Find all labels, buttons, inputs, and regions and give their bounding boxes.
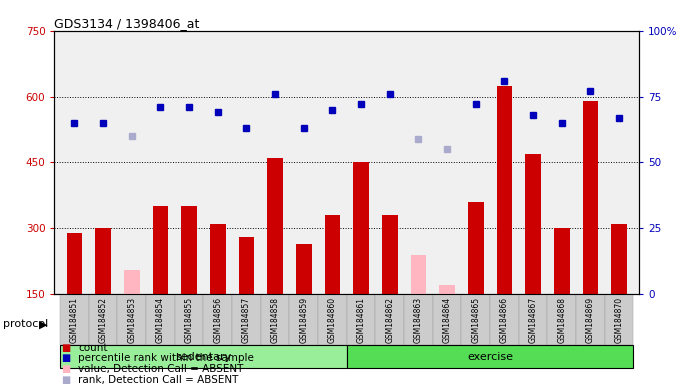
Bar bbox=[432, 294, 462, 345]
Text: GSM184852: GSM184852 bbox=[99, 296, 107, 343]
Text: percentile rank within the sample: percentile rank within the sample bbox=[78, 353, 254, 363]
Bar bbox=[89, 294, 118, 345]
Text: GSM184865: GSM184865 bbox=[471, 296, 480, 343]
Bar bbox=[583, 101, 598, 294]
Bar bbox=[576, 294, 605, 345]
Text: rank, Detection Call = ABSENT: rank, Detection Call = ABSENT bbox=[78, 375, 239, 384]
Bar bbox=[60, 345, 347, 368]
Text: GSM184867: GSM184867 bbox=[528, 296, 538, 343]
Bar bbox=[296, 243, 311, 294]
Text: GSM184861: GSM184861 bbox=[356, 296, 366, 343]
Bar bbox=[60, 294, 89, 345]
Bar bbox=[239, 237, 254, 294]
Text: count: count bbox=[78, 343, 107, 353]
Text: value, Detection Call = ABSENT: value, Detection Call = ABSENT bbox=[78, 364, 243, 374]
Text: GSM184857: GSM184857 bbox=[242, 296, 251, 343]
Text: ■: ■ bbox=[61, 375, 71, 384]
Bar bbox=[611, 224, 627, 294]
Bar bbox=[203, 294, 232, 345]
Bar bbox=[525, 154, 541, 294]
Bar bbox=[547, 294, 576, 345]
Bar bbox=[439, 285, 455, 294]
Bar bbox=[261, 294, 290, 345]
Bar bbox=[175, 294, 203, 345]
Text: ■: ■ bbox=[61, 343, 71, 353]
Text: sedentary: sedentary bbox=[175, 352, 232, 362]
Bar bbox=[375, 294, 404, 345]
Bar bbox=[347, 294, 375, 345]
Text: GDS3134 / 1398406_at: GDS3134 / 1398406_at bbox=[54, 17, 200, 30]
Bar bbox=[324, 215, 341, 294]
Text: GSM184864: GSM184864 bbox=[443, 296, 452, 343]
Text: exercise: exercise bbox=[467, 352, 513, 362]
Bar bbox=[182, 206, 197, 294]
Bar bbox=[490, 294, 519, 345]
Bar bbox=[124, 270, 139, 294]
Text: GSM184856: GSM184856 bbox=[214, 296, 222, 343]
Bar bbox=[290, 294, 318, 345]
Text: GSM184869: GSM184869 bbox=[586, 296, 595, 343]
Text: GSM184855: GSM184855 bbox=[185, 296, 194, 343]
Text: ■: ■ bbox=[61, 364, 71, 374]
Bar bbox=[118, 294, 146, 345]
Bar bbox=[468, 202, 483, 294]
Bar bbox=[496, 86, 512, 294]
Bar bbox=[462, 294, 490, 345]
Bar bbox=[232, 294, 261, 345]
Text: GSM184862: GSM184862 bbox=[386, 296, 394, 343]
Bar bbox=[605, 294, 634, 345]
Text: protocol: protocol bbox=[3, 319, 49, 329]
Bar bbox=[353, 162, 369, 294]
Text: GSM184853: GSM184853 bbox=[127, 296, 136, 343]
Bar bbox=[554, 228, 570, 294]
Text: GSM184868: GSM184868 bbox=[558, 296, 566, 343]
Bar bbox=[347, 345, 634, 368]
Text: ■: ■ bbox=[61, 353, 71, 363]
Text: GSM184863: GSM184863 bbox=[414, 296, 423, 343]
Bar bbox=[382, 215, 398, 294]
Text: GSM184858: GSM184858 bbox=[271, 296, 279, 343]
Bar bbox=[67, 233, 82, 294]
Text: GSM184859: GSM184859 bbox=[299, 296, 308, 343]
Text: GSM184851: GSM184851 bbox=[70, 296, 79, 343]
Bar bbox=[95, 228, 111, 294]
Bar bbox=[318, 294, 347, 345]
Bar bbox=[152, 206, 169, 294]
Bar bbox=[411, 255, 426, 294]
Bar bbox=[146, 294, 175, 345]
Text: ▶: ▶ bbox=[39, 319, 48, 329]
Bar bbox=[519, 294, 547, 345]
Text: GSM184860: GSM184860 bbox=[328, 296, 337, 343]
Text: GSM184854: GSM184854 bbox=[156, 296, 165, 343]
Bar bbox=[267, 158, 283, 294]
Text: GSM184866: GSM184866 bbox=[500, 296, 509, 343]
Bar bbox=[404, 294, 432, 345]
Bar bbox=[210, 224, 226, 294]
Text: GSM184870: GSM184870 bbox=[615, 296, 624, 343]
